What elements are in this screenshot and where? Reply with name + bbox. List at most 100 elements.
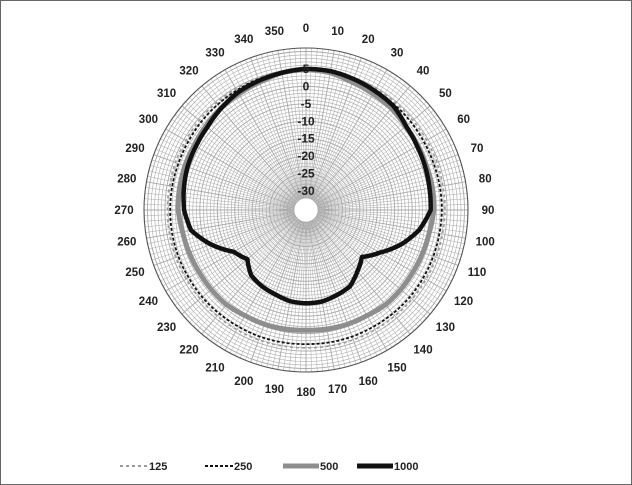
polar-grid bbox=[143, 47, 469, 373]
grid-spoke bbox=[146, 181, 295, 209]
angle-tick-label: 60 bbox=[457, 114, 470, 126]
angle-tick-label: 300 bbox=[139, 114, 158, 126]
grid-spoke bbox=[317, 214, 457, 271]
grid-spoke bbox=[317, 211, 466, 239]
grid-spoke bbox=[317, 149, 457, 206]
grid-spoke bbox=[306, 221, 318, 372]
angle-tick-label: 20 bbox=[362, 34, 375, 46]
grid-spoke bbox=[315, 217, 434, 310]
grid-spoke bbox=[317, 211, 468, 228]
grid-spoke bbox=[155, 149, 295, 206]
grid-spoke bbox=[288, 221, 305, 372]
angle-tick-label: 170 bbox=[328, 384, 347, 396]
grid-spoke bbox=[144, 210, 295, 216]
angle-tick-label: 150 bbox=[387, 363, 406, 375]
grid-spoke bbox=[255, 221, 303, 365]
angle-tick-label: 40 bbox=[417, 66, 430, 78]
grid-spoke bbox=[145, 211, 295, 233]
grid-spoke bbox=[185, 217, 298, 319]
series-line-125 bbox=[166, 68, 446, 349]
grid-spoke bbox=[306, 48, 318, 199]
grid-spoke bbox=[215, 75, 300, 201]
grid-spoke bbox=[317, 181, 466, 209]
grid-spoke bbox=[283, 221, 305, 371]
grid-spoke bbox=[317, 213, 461, 261]
grid-spoke bbox=[316, 143, 455, 206]
grid-spoke bbox=[314, 217, 431, 315]
grid-spoke bbox=[317, 165, 462, 207]
radial-tick-label: -20 bbox=[297, 149, 315, 163]
series-line-1000 bbox=[181, 66, 433, 306]
grid-spoke bbox=[144, 198, 295, 210]
grid-spoke bbox=[315, 216, 438, 306]
grid-spoke bbox=[153, 213, 295, 266]
grid-spoke bbox=[317, 212, 464, 250]
grid-spoke bbox=[151, 159, 295, 207]
grid-spoke bbox=[308, 221, 346, 368]
grid-spoke bbox=[250, 221, 303, 363]
grid-spoke bbox=[144, 204, 295, 210]
grid-spoke bbox=[309, 221, 362, 363]
grid-spoke bbox=[317, 213, 459, 266]
angle-tick-label: 160 bbox=[359, 376, 378, 388]
grid-spoke bbox=[145, 187, 295, 209]
grid-spoke bbox=[317, 187, 467, 209]
angle-tick-label: 200 bbox=[234, 376, 253, 388]
grid-spoke bbox=[307, 49, 329, 199]
angle-tick-label: 240 bbox=[139, 296, 158, 308]
grid-spoke bbox=[317, 176, 465, 208]
angle-tick-label: 270 bbox=[114, 205, 133, 217]
grid-spoke bbox=[147, 212, 295, 244]
angle-tick-label: 310 bbox=[157, 88, 176, 100]
angle-tick-label: 70 bbox=[471, 143, 484, 155]
grid-spoke bbox=[294, 221, 306, 372]
grid-spoke bbox=[294, 48, 306, 199]
grid-spoke bbox=[312, 219, 402, 342]
grid-spoke bbox=[144, 210, 295, 222]
grid-spoke bbox=[314, 218, 423, 323]
grid-spoke bbox=[266, 221, 304, 368]
angle-tick-label: 50 bbox=[439, 88, 452, 100]
grid-spoke bbox=[313, 219, 406, 338]
grid-spoke bbox=[171, 216, 297, 301]
grid-spoke bbox=[317, 159, 461, 207]
grid-spoke bbox=[178, 217, 297, 310]
grid-spoke bbox=[317, 210, 468, 222]
angle-tick-label: 30 bbox=[391, 47, 404, 59]
angle-tick-label: 140 bbox=[413, 344, 432, 356]
grid-spoke bbox=[157, 214, 296, 277]
grid-spoke bbox=[310, 220, 373, 359]
angle-tick-label: 80 bbox=[479, 173, 492, 185]
grid-spoke bbox=[277, 221, 305, 370]
grid-spoke bbox=[316, 214, 455, 277]
grid-spoke bbox=[193, 218, 298, 327]
grid-spoke bbox=[168, 216, 296, 297]
grid-spoke bbox=[300, 221, 306, 372]
angle-tick-label: 90 bbox=[482, 205, 495, 217]
grid-spoke bbox=[165, 215, 296, 292]
grid-spoke bbox=[272, 221, 304, 369]
grid-spoke bbox=[160, 138, 296, 205]
radial-tick-label: 0 bbox=[303, 79, 310, 93]
grid-spoke bbox=[189, 218, 298, 323]
grid-spoke bbox=[317, 212, 465, 244]
grid-spoke bbox=[317, 211, 467, 233]
grid-spoke bbox=[144, 211, 295, 228]
grid-spoke bbox=[150, 213, 295, 255]
radial-tick-label: -30 bbox=[297, 184, 315, 198]
grid-spoke bbox=[206, 82, 299, 201]
angle-tick-label: 320 bbox=[179, 66, 198, 78]
grid-spoke bbox=[307, 221, 335, 370]
grid-spoke bbox=[316, 215, 452, 282]
grid-spoke bbox=[306, 48, 312, 199]
angle-tick-label: 350 bbox=[265, 26, 284, 38]
grid-spoke bbox=[314, 97, 423, 202]
grid-spoke bbox=[146, 211, 295, 239]
grid-spoke bbox=[210, 78, 300, 201]
grid-spoke bbox=[300, 48, 306, 199]
grid-spoke bbox=[307, 221, 329, 371]
angle-tick-label: 210 bbox=[205, 363, 224, 375]
grid-spoke bbox=[153, 154, 295, 207]
angle-tick-label: 100 bbox=[476, 237, 495, 249]
